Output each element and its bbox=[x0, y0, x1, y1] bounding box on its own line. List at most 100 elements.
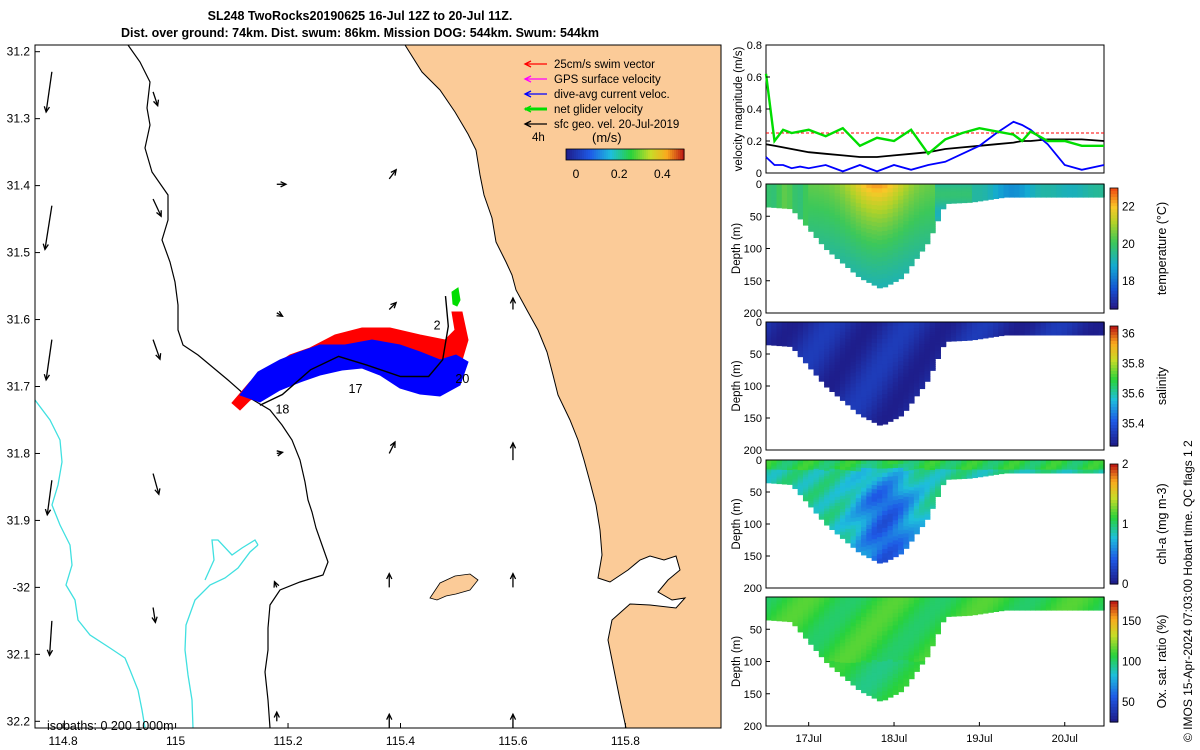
section-cell bbox=[961, 187, 968, 189]
section-cell bbox=[824, 514, 831, 518]
section-cell bbox=[766, 191, 772, 194]
section-cell bbox=[929, 218, 936, 222]
section-cell bbox=[919, 369, 926, 373]
section-cell bbox=[829, 336, 836, 341]
section-cell bbox=[808, 333, 815, 337]
section-colorbar-cell bbox=[1110, 404, 1118, 408]
speed-colorbar-cell bbox=[676, 149, 679, 160]
section-cell bbox=[871, 355, 878, 361]
section-cell bbox=[950, 186, 957, 188]
section-colorbar-cell bbox=[1110, 539, 1118, 543]
section-cell bbox=[887, 184, 894, 189]
section-cell bbox=[776, 184, 783, 187]
speed-colorbar-cell bbox=[602, 149, 605, 160]
section-cell bbox=[876, 464, 883, 470]
section-cell bbox=[845, 349, 852, 354]
section-cell bbox=[966, 465, 973, 468]
section-cell bbox=[797, 343, 804, 346]
section-cell bbox=[935, 475, 941, 478]
section-cell bbox=[808, 463, 815, 467]
section-cell bbox=[924, 358, 931, 363]
section-cell bbox=[924, 462, 931, 466]
section-cell bbox=[924, 238, 931, 242]
section-cell bbox=[871, 543, 878, 549]
section-cell bbox=[776, 191, 783, 194]
section-cell bbox=[792, 478, 799, 481]
section-cell bbox=[950, 462, 957, 464]
section-cell bbox=[776, 325, 783, 328]
section-cell bbox=[935, 197, 941, 200]
section-cell bbox=[834, 211, 841, 216]
section-cell bbox=[966, 325, 973, 328]
section-cell bbox=[813, 479, 820, 483]
section-cell bbox=[956, 469, 963, 471]
section-cell bbox=[882, 557, 889, 563]
section-cell bbox=[929, 460, 936, 463]
section-cell bbox=[892, 224, 899, 230]
section-cell bbox=[808, 500, 815, 504]
section-cell bbox=[913, 502, 920, 507]
section-cell bbox=[919, 479, 926, 483]
section-cell bbox=[971, 199, 978, 201]
section-cell bbox=[887, 267, 894, 273]
speed-colorbar-cell bbox=[670, 149, 673, 160]
section-cell bbox=[776, 334, 783, 337]
section-cell bbox=[956, 195, 963, 198]
section-cell bbox=[850, 401, 857, 407]
section-cell bbox=[808, 357, 815, 360]
section-cell bbox=[813, 475, 820, 479]
section-cell bbox=[834, 463, 841, 467]
section-cell bbox=[808, 362, 815, 366]
timeseries-y-tick-label: 0.4 bbox=[747, 104, 762, 116]
section-cell bbox=[956, 191, 963, 194]
section-cell bbox=[855, 398, 862, 403]
section-cell bbox=[771, 203, 778, 205]
section-cell bbox=[787, 345, 794, 347]
section-cell bbox=[808, 209, 815, 213]
section-cell bbox=[945, 200, 952, 203]
section-cell bbox=[924, 349, 931, 353]
section-cell bbox=[850, 387, 857, 392]
section-cell bbox=[771, 200, 778, 203]
section-cell bbox=[787, 328, 794, 330]
section-cell bbox=[935, 193, 941, 196]
section-cell bbox=[787, 472, 794, 474]
section-cell bbox=[818, 371, 825, 375]
section-cell bbox=[818, 216, 825, 220]
section-cell bbox=[971, 327, 978, 329]
section-cell bbox=[802, 466, 809, 470]
section-cell bbox=[855, 195, 862, 201]
section-cell bbox=[908, 470, 915, 475]
section-cell bbox=[956, 476, 963, 478]
section-cell bbox=[924, 487, 931, 491]
section-cell bbox=[929, 190, 936, 193]
section-colorbar-cell bbox=[1110, 347, 1118, 351]
section-cell bbox=[919, 382, 926, 387]
section-cell bbox=[892, 492, 899, 497]
section-cell bbox=[855, 226, 862, 231]
section-cell bbox=[776, 464, 783, 467]
section-cell bbox=[908, 369, 915, 374]
surface-velocity-arrow bbox=[152, 607, 157, 623]
section-cell bbox=[787, 470, 794, 472]
section-cell bbox=[802, 347, 809, 350]
section-cell bbox=[824, 216, 831, 221]
section-cell bbox=[845, 325, 852, 330]
section-cell bbox=[839, 322, 846, 326]
section-cell bbox=[866, 358, 873, 364]
section-cell bbox=[866, 322, 873, 327]
section-cell bbox=[824, 238, 831, 242]
section-cell bbox=[802, 197, 809, 201]
section-cell bbox=[866, 553, 873, 559]
section-cell bbox=[971, 328, 978, 330]
section-cell bbox=[966, 460, 973, 462]
section-cell bbox=[892, 402, 899, 408]
section-cell bbox=[808, 207, 815, 211]
section-colorbar-cell bbox=[1110, 374, 1118, 378]
section-cell bbox=[935, 209, 941, 213]
section-cell bbox=[787, 481, 794, 483]
section-cell bbox=[945, 334, 952, 337]
section-cell bbox=[850, 340, 857, 345]
surface-velocity-arrowhead bbox=[46, 649, 54, 657]
